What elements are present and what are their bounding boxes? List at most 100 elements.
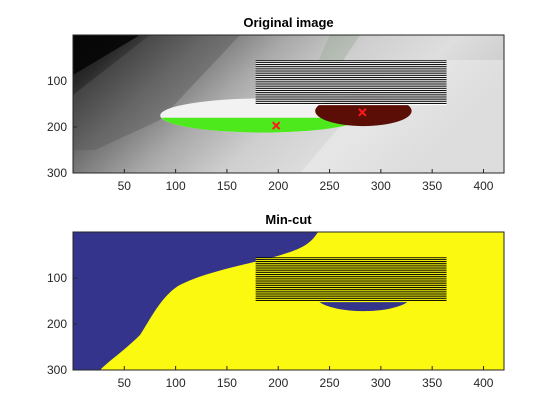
- stripe: [255, 296, 447, 298]
- stripe: [255, 291, 447, 293]
- y-tick-label: 100: [47, 74, 67, 88]
- y-tick-label: 200: [47, 317, 67, 331]
- stripe: [255, 289, 447, 291]
- x-tick-label: 300: [371, 179, 391, 193]
- stripe: [255, 270, 447, 272]
- stripe: [255, 271, 447, 273]
- stripe: [255, 90, 447, 93]
- stripe: [255, 102, 447, 104]
- stripe: [255, 78, 447, 81]
- stripe: [255, 257, 447, 259]
- stripe: [255, 69, 447, 71]
- x-tick-label: 250: [320, 376, 340, 390]
- axis-ticks-mincut: 50 100 150 200 250 300 350 400 100 200 300: [47, 271, 494, 390]
- stripe: [255, 84, 447, 86]
- stripe: [255, 295, 447, 297]
- stripe: [255, 300, 447, 303]
- stripe: [255, 85, 447, 87]
- stripe: [255, 83, 447, 85]
- stripe: [255, 300, 447, 302]
- stripe: [255, 298, 447, 300]
- stripe: [255, 264, 447, 266]
- striped-rectangle-mincut: [255, 257, 447, 303]
- stripe: [255, 269, 447, 271]
- panel-original: Original image 50 100 150 200 250 300 350 400 10…: [47, 15, 505, 193]
- axes-box-original: [72, 34, 505, 174]
- stripe: [255, 81, 447, 83]
- x-tick-label: 150: [217, 376, 237, 390]
- stripe: [255, 268, 447, 270]
- stripe: [255, 283, 447, 285]
- stripe: [255, 63, 447, 65]
- stripe: [255, 259, 447, 261]
- stripe: [255, 294, 447, 296]
- stripe: [255, 70, 447, 72]
- stripe: [255, 297, 447, 299]
- stripe: [255, 64, 447, 67]
- panel-mincut: Min-cut 50 100 150 200 250 300 350 400 100 200 300: [47, 212, 505, 390]
- stripe: [255, 67, 447, 69]
- stripe: [255, 62, 447, 64]
- image-mincut: [73, 232, 504, 370]
- x-tick-label: 100: [166, 376, 186, 390]
- panel-title-mincut: Min-cut: [265, 212, 312, 227]
- stripe: [255, 79, 447, 81]
- x-tick-label: 200: [268, 376, 288, 390]
- stripe: [255, 80, 447, 82]
- stripe: [255, 100, 447, 102]
- stripe: [255, 74, 447, 76]
- panel-title-original: Original image: [243, 15, 333, 30]
- blue-region: [73, 232, 318, 370]
- x-tick-label: 400: [473, 376, 493, 390]
- stripe: [255, 262, 447, 265]
- stripe: [255, 96, 447, 98]
- stripe: [255, 75, 447, 77]
- stripe: [255, 72, 447, 74]
- stripe: [255, 265, 447, 267]
- stripe: [255, 287, 447, 290]
- stripe: [255, 277, 447, 279]
- stripe: [255, 260, 447, 262]
- x-tick-label: 200: [268, 179, 288, 193]
- stripe: [255, 272, 447, 274]
- stripe: [255, 258, 447, 260]
- stripe: [255, 266, 447, 268]
- x-tick-label: 250: [320, 179, 340, 193]
- x-tick-label: 50: [118, 376, 132, 390]
- yellow-ellipse: [160, 295, 366, 330]
- stripe: [255, 68, 447, 70]
- stripe: [255, 64, 447, 66]
- stripe: [255, 281, 447, 283]
- x-tick-label: 50: [118, 179, 132, 193]
- stripe: [255, 103, 447, 106]
- stripe: [255, 274, 447, 277]
- stripe: [255, 77, 447, 80]
- y-tick-label: 300: [47, 166, 67, 180]
- y-tick-label: 100: [47, 271, 67, 285]
- stripe: [255, 280, 447, 282]
- stripe: [255, 71, 447, 73]
- stripe: [255, 60, 447, 62]
- seed-markers: [271, 108, 367, 130]
- stripe: [255, 76, 447, 78]
- stripe: [255, 284, 447, 286]
- stripe: [255, 90, 447, 92]
- stripe: [255, 267, 447, 269]
- stripe: [255, 77, 447, 79]
- axis-ticks-original: 50 100 150 200 250 300 350 400 100 200 300: [47, 74, 494, 193]
- stripe: [255, 73, 447, 75]
- stripe: [255, 91, 447, 94]
- stripe: [255, 285, 447, 287]
- stripe: [255, 86, 447, 88]
- x-tick-label: 350: [422, 376, 442, 390]
- stripe: [255, 61, 447, 63]
- stripe: [255, 286, 447, 288]
- stripe: [255, 82, 447, 84]
- x-tick-label: 300: [371, 376, 391, 390]
- stripe: [255, 293, 447, 295]
- green-region: [161, 117, 365, 133]
- y-tick-label: 200: [47, 120, 67, 134]
- stripe: [255, 93, 447, 95]
- blue-ellipse: [319, 301, 408, 312]
